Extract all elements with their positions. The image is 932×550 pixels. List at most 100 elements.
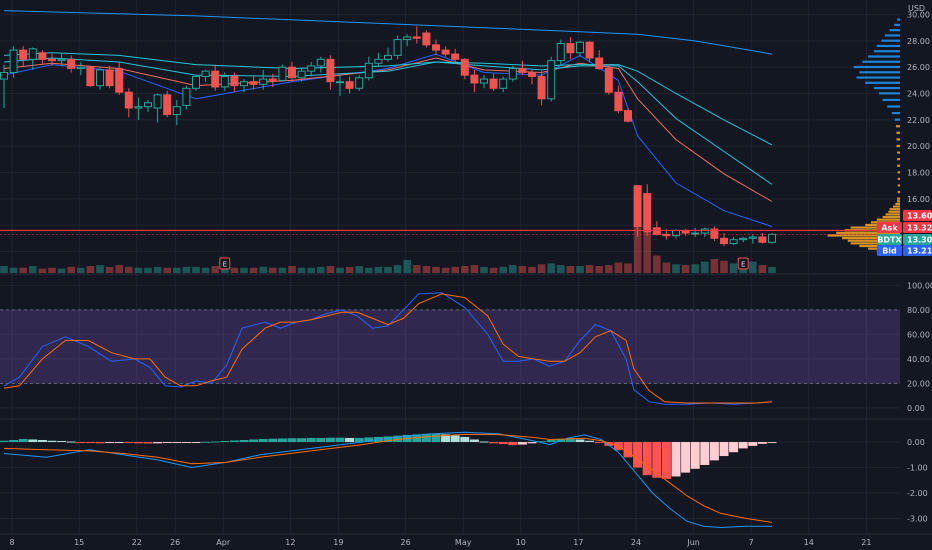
stochastic-pane[interactable] <box>0 292 900 405</box>
candle-body[interactable] <box>163 94 172 116</box>
earnings-marker[interactable] <box>737 257 749 270</box>
price-axis[interactable]: 12.0014.0016.0018.0020.0022.0024.0026.00… <box>877 11 932 524</box>
candle-body[interactable] <box>432 44 440 51</box>
candle-body[interactable] <box>566 43 575 54</box>
candle-body[interactable] <box>662 233 671 237</box>
candle-body[interactable] <box>595 57 604 70</box>
candle-body[interactable] <box>364 62 373 79</box>
candle-body[interactable] <box>672 229 680 237</box>
candle-body[interactable] <box>720 237 728 245</box>
candle-body[interactable] <box>528 71 536 77</box>
candle-body[interactable] <box>0 71 8 80</box>
candle-body[interactable] <box>96 69 104 87</box>
candle-body[interactable] <box>480 78 488 84</box>
candle-body[interactable] <box>412 36 421 39</box>
macd-histogram-bar <box>748 442 758 446</box>
macd-histogram-bar <box>105 442 115 444</box>
candle-body[interactable] <box>326 58 335 83</box>
stoch-tick-label: 80.00 <box>907 306 930 315</box>
candle-body[interactable] <box>153 94 162 109</box>
candle-body[interactable] <box>144 102 152 108</box>
candle-body[interactable] <box>9 49 18 73</box>
candle-body[interactable] <box>556 43 565 62</box>
candle-body[interactable] <box>374 58 383 64</box>
candle-body[interactable] <box>182 87 191 106</box>
candle-body[interactable] <box>249 81 258 85</box>
candle-body[interactable] <box>230 75 239 87</box>
candle-body[interactable] <box>220 75 229 88</box>
candle-body[interactable] <box>758 236 767 243</box>
candle-body[interactable] <box>307 65 316 72</box>
candle-body[interactable] <box>643 193 652 233</box>
volume-bar <box>153 266 162 273</box>
candle-body[interactable] <box>278 66 287 81</box>
candle-body[interactable] <box>748 236 757 239</box>
candle-body[interactable] <box>259 78 268 85</box>
volume-profile-bar <box>876 218 900 221</box>
volume-profile-bar <box>897 18 900 21</box>
candle-body[interactable] <box>384 54 392 60</box>
candle-body[interactable] <box>518 68 527 73</box>
volume-bar <box>9 267 18 273</box>
candle-body[interactable] <box>355 77 364 89</box>
candle-body[interactable] <box>652 227 661 235</box>
candle-body[interactable] <box>115 68 124 93</box>
candle-body[interactable] <box>489 78 498 89</box>
volume-profile-bar <box>895 202 900 205</box>
candle-body[interactable] <box>470 74 479 84</box>
candle-body[interactable] <box>192 75 200 89</box>
candle-body[interactable] <box>48 58 56 62</box>
time-axis[interactable]: 8 15 22 26 Apr 12 19 26 May 10 17 24 Jun 7 14 21 <box>9 538 871 547</box>
candle-body[interactable] <box>316 58 325 67</box>
candle-body[interactable] <box>547 60 556 100</box>
candle-body[interactable] <box>508 68 517 80</box>
candle-body[interactable] <box>288 66 296 79</box>
volume-profile-bar <box>897 197 900 200</box>
candle-body[interactable] <box>134 106 143 109</box>
candle-body[interactable] <box>345 81 354 89</box>
candle-body[interactable] <box>585 41 594 59</box>
candle-body[interactable] <box>336 81 344 84</box>
candle-body[interactable] <box>172 106 181 116</box>
candle-body[interactable] <box>691 232 700 235</box>
candle-body[interactable] <box>124 91 133 109</box>
candle-body[interactable] <box>76 66 85 70</box>
candle-body[interactable] <box>614 91 623 112</box>
candle-body[interactable] <box>624 110 632 122</box>
candle-body[interactable] <box>393 39 402 56</box>
macd-histogram-bar <box>133 442 143 444</box>
price-tag-value-box <box>903 210 932 221</box>
candle-body[interactable] <box>57 58 66 62</box>
candle-body[interactable] <box>28 48 37 60</box>
macd-histogram-bar <box>652 442 662 478</box>
macd-pane[interactable] <box>0 431 777 529</box>
candle-body[interactable] <box>67 58 76 70</box>
candle-body[interactable] <box>729 239 738 245</box>
candle-body[interactable] <box>604 68 613 93</box>
candle-body[interactable] <box>576 41 584 54</box>
candle-body[interactable] <box>268 78 277 81</box>
candle-body[interactable] <box>86 66 95 87</box>
candle-body[interactable] <box>240 81 248 87</box>
candle-body[interactable] <box>19 49 28 60</box>
candle-body[interactable] <box>768 233 776 243</box>
candle-body[interactable] <box>739 237 748 241</box>
candle-body[interactable] <box>460 58 469 76</box>
candle-body[interactable] <box>403 36 412 41</box>
candle-body[interactable] <box>105 69 114 87</box>
candle-body[interactable] <box>700 228 709 234</box>
candle-body[interactable] <box>451 53 460 60</box>
candle-body[interactable] <box>297 70 306 79</box>
candle-body[interactable] <box>422 32 431 46</box>
earnings-marker[interactable] <box>219 257 231 270</box>
candle-body[interactable] <box>201 70 210 77</box>
candle-body[interactable] <box>211 70 220 88</box>
candle-body[interactable] <box>710 228 719 239</box>
candle-body[interactable] <box>38 52 47 60</box>
candle-body[interactable] <box>499 78 508 89</box>
candle-body[interactable] <box>537 75 546 100</box>
candle-body[interactable] <box>633 185 642 227</box>
candle-body[interactable] <box>441 49 450 55</box>
